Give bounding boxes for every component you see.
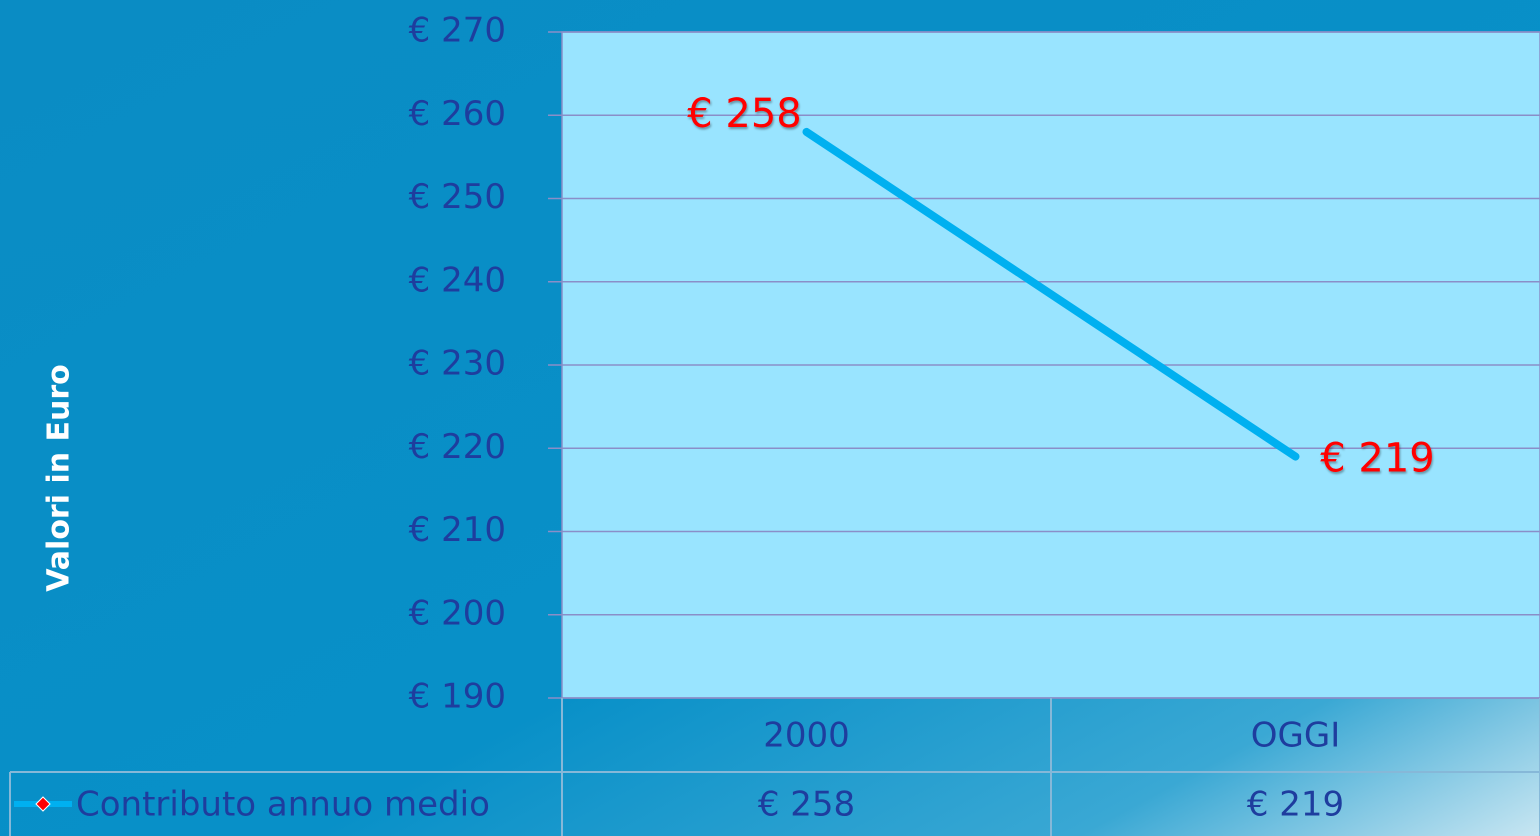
x-tick-label: OGGI (1251, 716, 1340, 756)
y-axis-title: Valori in Euro (42, 364, 77, 592)
y-tick-label: € 240 (409, 260, 506, 300)
y-tick-label: € 200 (409, 593, 506, 633)
data-label: € 258 (687, 91, 802, 137)
legend-marker (35, 796, 51, 812)
y-tick-label: € 210 (409, 510, 506, 550)
table-cell: € 258 (758, 785, 855, 825)
y-tick-label: € 250 (409, 177, 506, 217)
y-tick-label: € 260 (409, 94, 506, 134)
y-tick-label: € 270 (409, 11, 506, 51)
legend-label: Contributo annuo medio (76, 785, 490, 825)
y-tick-label: € 190 (409, 677, 506, 717)
data-label: € 219 (1320, 436, 1435, 482)
line-series (802, 127, 1300, 461)
y-tick-label: € 220 (409, 427, 506, 467)
table-cell: € 219 (1247, 785, 1344, 825)
x-tick-label: 2000 (763, 716, 850, 756)
y-tick-label: € 230 (409, 344, 506, 384)
